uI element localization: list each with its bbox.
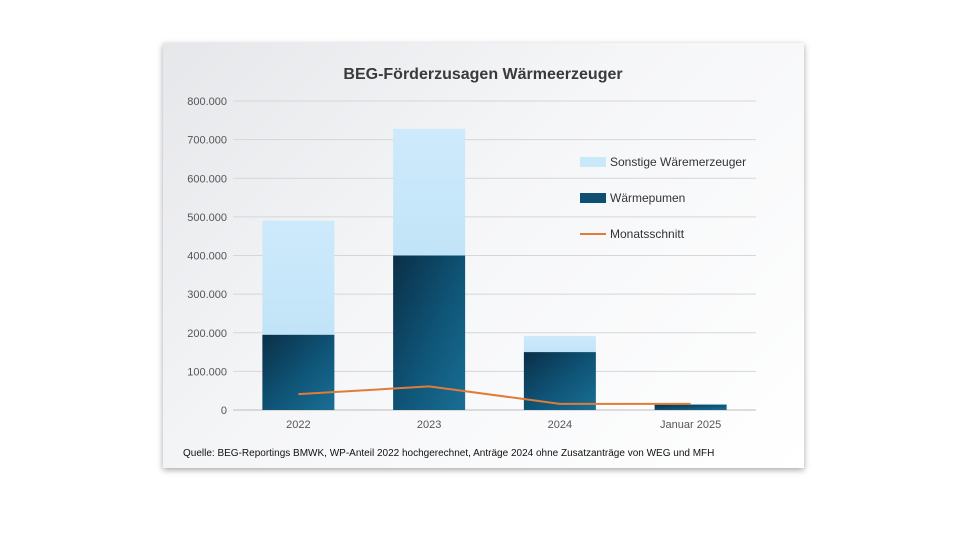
y-tick-label: 500.000: [187, 212, 227, 224]
bar-waermepumpen: [262, 334, 335, 410]
y-tick-label: 0: [221, 405, 227, 417]
x-tick-label: 2024: [548, 419, 572, 431]
x-tick-label: 2022: [286, 419, 310, 431]
chart: BEG-Förderzusagen Wärmeerzeuger 0 100.000…: [183, 66, 756, 459]
legend-swatch: [580, 193, 606, 203]
bar-waermepumpen: [393, 255, 466, 410]
bar-sonstige: [393, 128, 466, 256]
monatsschnitt-line-layer: [298, 385, 691, 405]
legend: Sonstige Wäremerzeuger Wärmepumen Monatssc…: [580, 155, 746, 241]
bar-sonstige: [523, 335, 596, 353]
bars: [262, 128, 727, 410]
legend-label: Monatsschnitt: [610, 227, 685, 241]
y-tick-label: 300.000: [187, 289, 227, 301]
y-tick-label: 200.000: [187, 328, 227, 340]
y-tick-label: 600.000: [187, 173, 227, 185]
y-tick-label: 100.000: [187, 366, 227, 378]
monatsschnitt-line: [298, 385, 691, 405]
y-tick-label: 800.000: [187, 96, 227, 108]
x-axis: 2022 2023 2024 Januar 2025: [286, 419, 721, 431]
legend-label: Wärmepumen: [610, 191, 685, 205]
legend-label: Sonstige Wäremerzeuger: [610, 155, 746, 169]
x-tick-label: 2023: [417, 419, 441, 431]
x-tick-label: Januar 2025: [660, 419, 721, 431]
y-tick-label: 700.000: [187, 135, 227, 147]
y-axis: 0 100.000 200.000 300.000 400.000 500.000 600.…: [187, 96, 227, 417]
source-note: Quelle: BEG-Reportings BMWK, WP-Anteil 2…: [183, 448, 714, 459]
legend-swatch: [580, 157, 606, 167]
chart-title: BEG-Förderzusagen Wärmeerzeuger: [343, 66, 622, 83]
bar-sonstige: [262, 220, 335, 335]
y-tick-label: 400.000: [187, 251, 227, 263]
chart-card: BEG-Förderzusagen Wärmeerzeuger 0 100.000…: [163, 43, 804, 468]
bar-waermepumpen: [654, 404, 727, 410]
